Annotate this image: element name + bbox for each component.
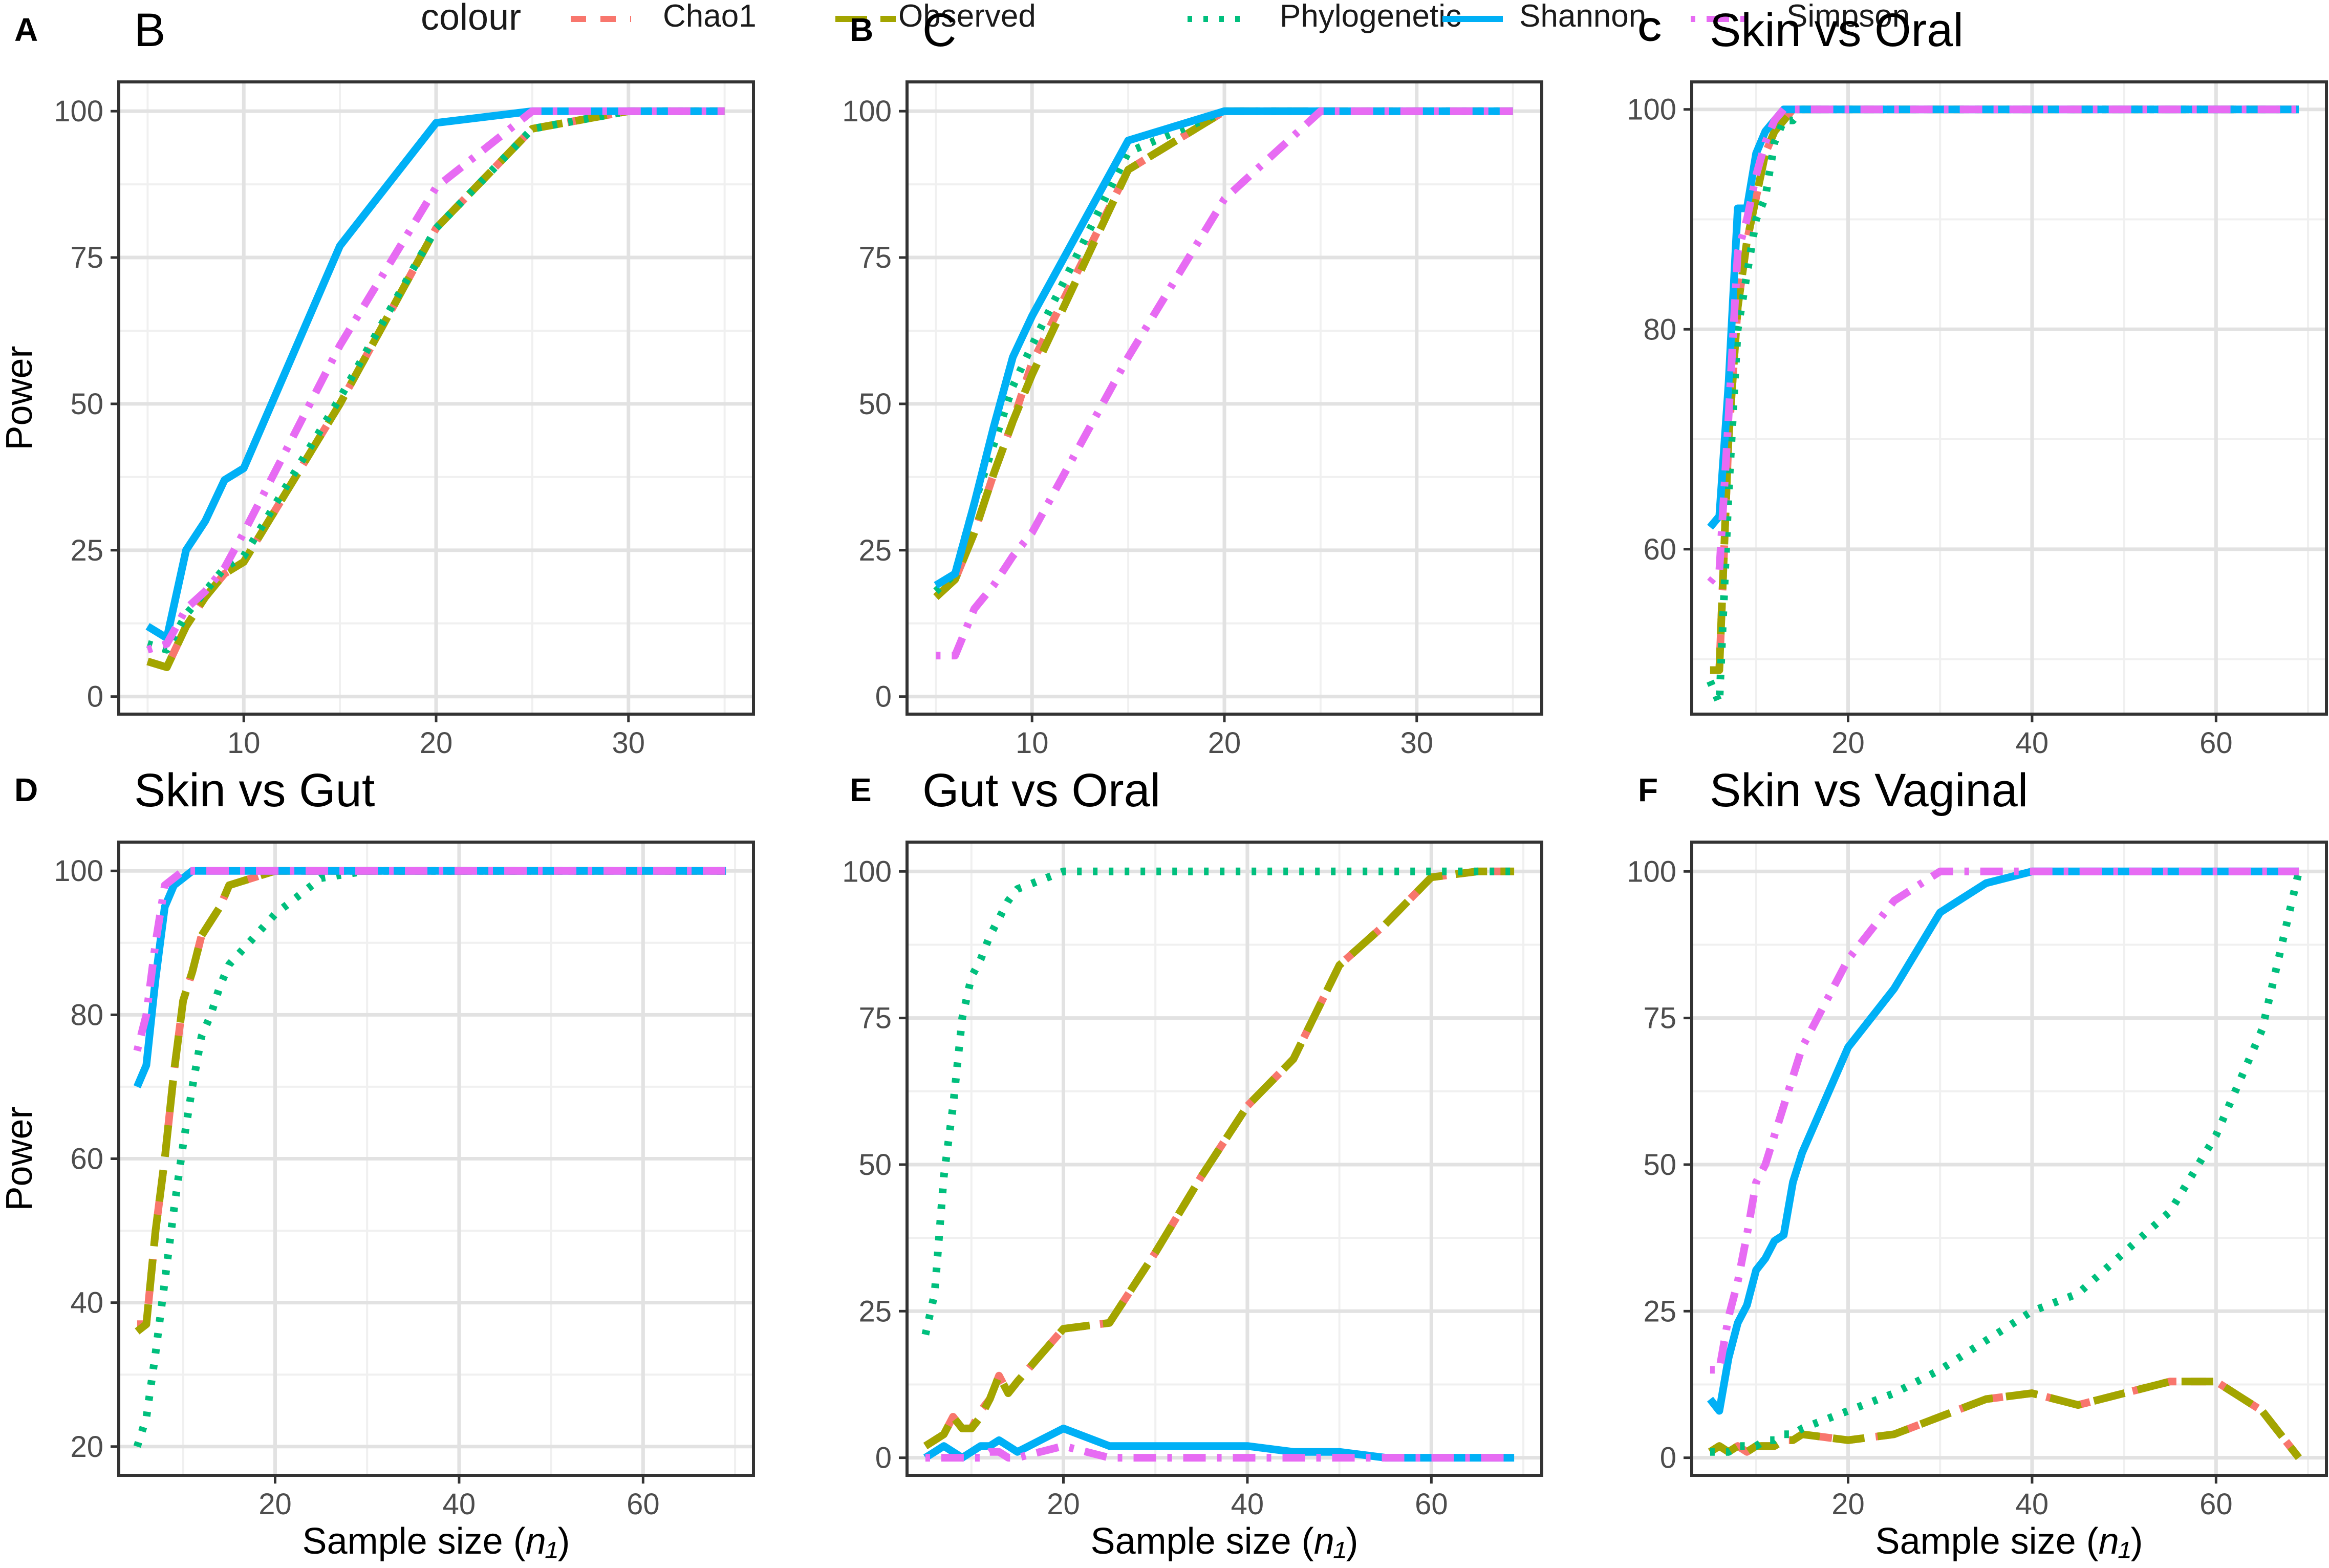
panel-title: C [922,4,956,56]
y-tick-label: 80 [1643,313,1676,346]
x-tick-label: 20 [1208,726,1241,760]
y-tick-label: 25 [858,1295,892,1328]
panel-title: Skin vs Oral [1710,4,1964,56]
y-tick-label: 25 [1643,1295,1676,1328]
legend-label-shannon: Shannon [1519,0,1646,34]
y-tick-label: 75 [858,241,892,274]
x-tick-label: 10 [1016,726,1049,760]
panel-border [1690,80,2328,716]
x-tick-label: 30 [612,726,645,760]
legend-label-phylogenetic: Phylogenetic [1280,0,1461,34]
y-tick-label: 100 [842,855,892,888]
series-line-observed [933,107,1513,600]
legend-label-simpson: Simpson [1786,0,1910,34]
y-tick-label: 50 [858,388,892,421]
series-line-simpson [1707,105,2299,585]
panel-border [905,841,1543,1477]
plot-background [907,842,1542,1475]
legend-label-observed: Observed [898,0,1036,34]
y-tick-label: 80 [70,998,103,1032]
y-tick-label: 25 [70,534,103,567]
panel-b: 10 20 30 0 25 50 75 100 B C [842,4,1543,760]
x-tick-label: 60 [627,1488,660,1521]
y-tick-label: 75 [70,241,103,274]
panel-e: 20 40 60 0 25 50 75 100 E Gut vs Oral Sample size … [842,764,1543,1562]
y-tick-label: 25 [858,534,892,567]
x-tick-label: 40 [2016,1488,2049,1521]
series-line-simpson [133,867,726,1052]
series-line-simpson [936,107,1513,660]
plot-background [1692,82,2326,714]
y-axis-label: Power [0,346,40,450]
y-tick-label: 100 [54,854,103,888]
legend: colour Chao1 Observed Phylogenetic Shannon S… [421,0,1910,38]
x-tick-label: 20 [258,1488,292,1521]
panel-title: B [134,4,165,56]
x-tick-label: 20 [420,726,453,760]
legend-title: colour [421,0,521,38]
y-tick-label: 100 [842,95,892,128]
x-tick-label: 40 [1231,1488,1264,1521]
gridlines [907,842,1542,1475]
y-tick-label: 75 [1643,1002,1676,1035]
y-tick-label: 100 [1627,93,1676,126]
x-tick-label: 40 [2016,726,2049,760]
panel-d: 20 40 60 20 40 60 80 100 D Skin vs Gut Power Sample… [0,764,755,1562]
y-tick-label: 50 [1643,1148,1676,1182]
x-tick-label: 60 [1415,1488,1448,1521]
gridlines [1692,842,2326,1475]
y-tick-label: 75 [858,1002,892,1035]
y-tick-label: 50 [858,1148,892,1182]
x-tick-label: 60 [2199,1488,2233,1521]
x-tick-label: 20 [1831,726,1865,760]
x-axis-label: Sample size (n₁) [1875,1521,2143,1562]
x-tick-label: 10 [227,726,261,760]
panel-border [1690,841,2328,1477]
panel-label: F [1638,771,1658,808]
x-axis-label: Sample size (n₁) [303,1521,570,1562]
panel-label: E [850,771,872,808]
y-tick-label: 0 [875,680,892,714]
panel-title: Skin vs Vaginal [1710,764,2028,817]
panel-label: D [14,771,38,808]
panel-title: Skin vs Gut [134,764,375,817]
y-tick-label: 100 [1627,855,1676,888]
panel-c: 20 40 60 60 80 100 C Skin vs Oral [1627,4,2328,760]
y-tick-label: 60 [1643,533,1676,566]
x-tick-label: 40 [443,1488,476,1521]
series-line-phylogenetic [146,107,725,654]
x-tick-label: 20 [1047,1488,1080,1521]
series-line-shannon [145,107,725,642]
series-line-simpson [925,1442,1515,1462]
x-axis-label: Sample size (n₁) [1091,1521,1358,1562]
series-line-simpson [1710,867,2299,1374]
y-tick-label: 0 [1660,1442,1676,1475]
y-tick-label: 60 [70,1143,103,1176]
series-line-observed [146,107,725,671]
plot-background [1692,842,2326,1475]
y-axis-label: Power [0,1106,40,1211]
x-tick-label: 60 [2199,726,2233,760]
series-line-observed [1708,1378,2302,1460]
series-line-phylogenetic [1710,870,2303,1456]
x-tick-label: 30 [1400,726,1433,760]
panel-a: 10 20 30 0 25 50 75 100 A B Power [0,4,755,760]
y-tick-label: 20 [70,1430,103,1464]
panel-label: B [850,11,873,48]
panel-label: A [14,11,38,48]
series-line-observed [923,867,1515,1450]
y-tick-label: 40 [70,1286,103,1320]
panel-label: C [1638,11,1662,48]
panel-f: 20 40 60 0 25 50 75 100 F Skin vs Vaginal Sample s… [1627,764,2328,1562]
y-tick-label: 50 [70,388,103,421]
panel-title: Gut vs Oral [922,764,1160,817]
x-tick-label: 20 [1831,1488,1865,1521]
y-tick-label: 100 [54,95,103,128]
legend-label-chao1: Chao1 [663,0,757,34]
y-tick-label: 0 [875,1442,892,1475]
y-tick-label: 0 [87,680,103,714]
